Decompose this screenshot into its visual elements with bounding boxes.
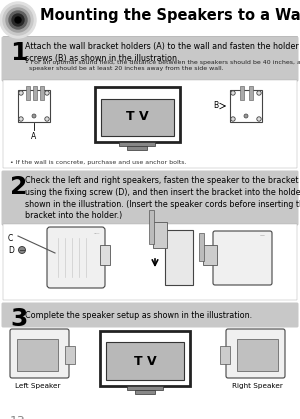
Text: T V: T V [134, 355, 156, 368]
Circle shape [12, 14, 24, 26]
Bar [106, 342, 184, 380]
Bar [100, 245, 110, 265]
FancyBboxPatch shape [226, 329, 285, 378]
Circle shape [32, 114, 36, 118]
Text: C: C [8, 234, 13, 243]
Bar [101, 99, 174, 136]
Circle shape [19, 91, 23, 95]
Bar [18, 90, 50, 122]
Bar [237, 339, 278, 371]
Text: Check the left and right speakers, fasten the speaker to the bracket (C)
using t: Check the left and right speakers, faste… [25, 176, 300, 220]
Text: A: A [32, 132, 37, 141]
FancyBboxPatch shape [2, 303, 298, 328]
Bar [127, 146, 147, 150]
Text: Right Speaker: Right Speaker [232, 383, 283, 389]
Text: T V: T V [126, 110, 149, 123]
Circle shape [9, 11, 27, 29]
Circle shape [244, 114, 248, 118]
Circle shape [231, 117, 235, 121]
Bar [26, 86, 30, 100]
Text: 13: 13 [10, 415, 26, 419]
Circle shape [6, 8, 30, 32]
Bar [100, 331, 190, 386]
Text: D: D [8, 246, 14, 255]
FancyBboxPatch shape [2, 36, 298, 82]
Bar [249, 86, 253, 100]
Bar [95, 87, 180, 142]
Bar [240, 86, 244, 100]
Circle shape [257, 91, 261, 95]
Text: 1: 1 [10, 41, 28, 65]
Bar [127, 386, 163, 390]
Bar [230, 90, 262, 122]
Bar [17, 339, 58, 371]
FancyBboxPatch shape [47, 227, 105, 288]
Text: • For an optimal sound field, the distance between the speakers should be 40 inc: • For an optimal sound field, the distan… [25, 60, 300, 71]
Circle shape [0, 2, 36, 38]
Circle shape [19, 246, 26, 253]
Circle shape [15, 17, 21, 23]
Bar [65, 346, 75, 364]
Bar [33, 86, 37, 100]
Bar [149, 210, 154, 244]
Circle shape [19, 117, 23, 121]
FancyBboxPatch shape [213, 231, 272, 285]
Text: B: B [213, 101, 218, 111]
Bar [119, 142, 155, 146]
Text: Mounting the Speakers to a Wall: Mounting the Speakers to a Wall [40, 8, 300, 23]
Bar [203, 245, 217, 265]
Circle shape [231, 91, 235, 95]
Text: Complete the speaker setup as shown in the illustration.: Complete the speaker setup as shown in t… [25, 311, 252, 320]
Text: 3: 3 [10, 307, 27, 331]
Text: Left Speaker: Left Speaker [15, 383, 60, 389]
Bar [3, 80, 297, 168]
FancyBboxPatch shape [10, 329, 69, 378]
Bar [3, 224, 297, 300]
Bar [40, 86, 44, 100]
FancyBboxPatch shape [2, 171, 298, 225]
Circle shape [45, 91, 49, 95]
Bar [220, 346, 230, 364]
Bar [165, 230, 193, 285]
Text: • If the wall is concrete, purchase and use anchor bolts.: • If the wall is concrete, purchase and … [10, 160, 187, 165]
Circle shape [45, 117, 49, 121]
Text: —: — [260, 233, 265, 238]
Bar [199, 233, 204, 261]
Text: ___: ___ [93, 230, 99, 234]
Bar [153, 222, 167, 248]
Circle shape [257, 117, 261, 121]
Text: Attach the wall bracket holders (A) to the wall and fasten the holder
screws (B): Attach the wall bracket holders (A) to t… [25, 42, 299, 63]
Bar [135, 390, 155, 394]
Circle shape [3, 5, 33, 35]
Text: 2: 2 [10, 175, 27, 199]
